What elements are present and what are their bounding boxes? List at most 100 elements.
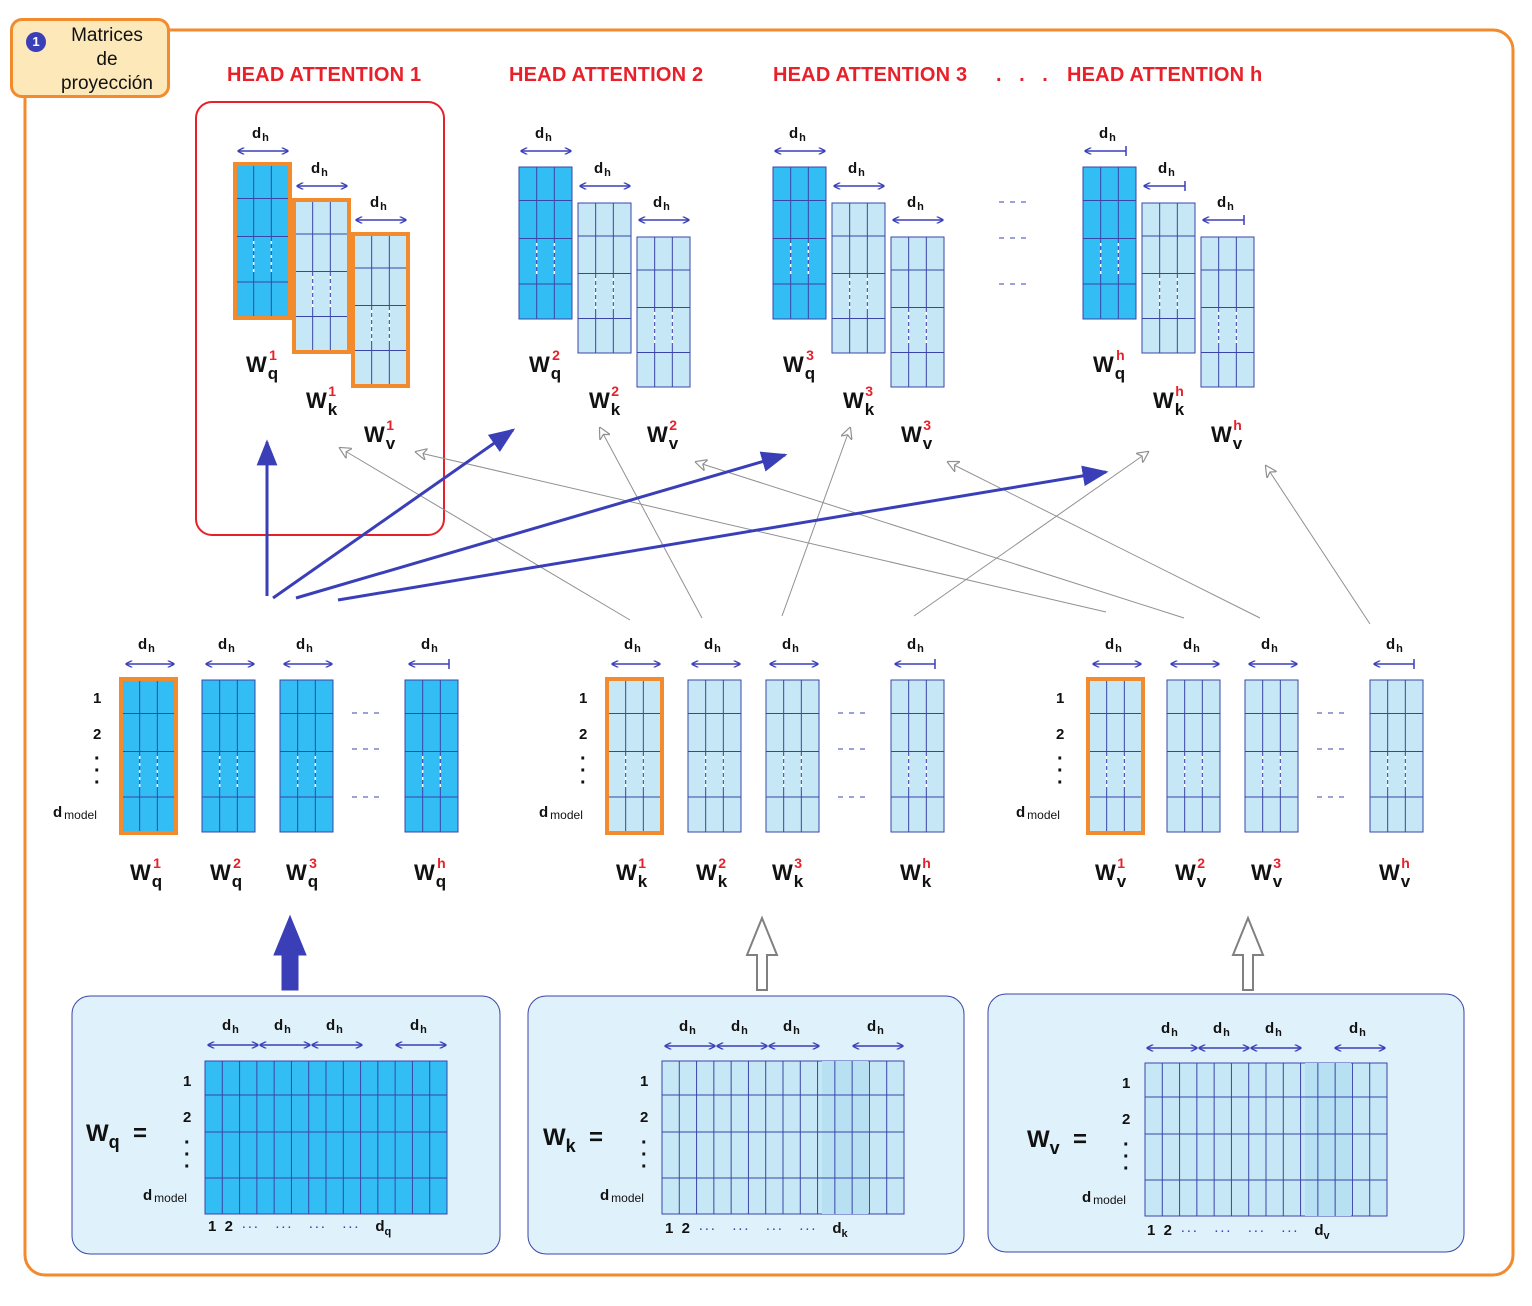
gray-arrows <box>340 428 1371 625</box>
head-1-wk <box>577 202 632 354</box>
gray-arrow-6 <box>948 462 1261 619</box>
split-label-wv-2: Wv3 <box>1251 856 1282 890</box>
head-3-label-wk: Wkh <box>1153 384 1184 418</box>
full-wv-row-1: 1 <box>1122 1075 1131 1092</box>
dh-arrows <box>126 146 1415 1048</box>
head-3-dh-label-k: dh <box>1158 160 1175 179</box>
head-2-label-wk: Wk3 <box>843 384 874 418</box>
full-wv-col-last: d <box>1314 1222 1324 1239</box>
split-k-row-last-sub: model <box>550 808 583 822</box>
head-0-label-wv-sub: v <box>385 434 396 453</box>
full-wq-row-last: d model <box>143 1187 187 1205</box>
split-label-wk-1-base: W <box>696 860 717 885</box>
split-v-dh-label-2-sub: h <box>1271 643 1278 655</box>
split-label-wk-3-base: W <box>900 860 921 885</box>
head-3-dh-label-k-sub: h <box>1168 167 1175 179</box>
head-0-dh-label-k-base: d <box>311 160 321 177</box>
head-1-label-wk-sub: k <box>610 400 621 419</box>
full-wk-col-last-sub: k <box>841 1228 848 1240</box>
split-v-0-highlight <box>1086 677 1145 835</box>
gray-arrow-0 <box>340 448 631 621</box>
full-wq-equation: Wq = <box>86 1120 147 1152</box>
split-label-wk-3-head: h <box>922 855 931 871</box>
split-label-wv-3-sub: v <box>1400 872 1411 891</box>
full-wv-dh-label-0-sub: h <box>1171 1027 1178 1039</box>
full-wq-dh-label-1-sub: h <box>284 1024 291 1036</box>
head-2-label-wq-sub: q <box>804 364 816 383</box>
split-q-dh-label-3-sub: h <box>431 643 438 655</box>
head-0-label-wq-base: W <box>246 352 267 377</box>
split-q-dh-label-2-sub: h <box>306 643 313 655</box>
split-label-wq-1: Wq2 <box>210 856 242 890</box>
gray-arrow-5 <box>696 462 1185 619</box>
full-wq-eq-base: W <box>86 1120 109 1147</box>
full-wq-row-2: 2 <box>183 1109 192 1126</box>
full-wk-row-last: d model <box>600 1187 644 1205</box>
split-label-wq-3: Wqh <box>414 856 446 890</box>
split-v-3 <box>1369 679 1424 833</box>
split-k-row-last: d model <box>539 804 583 822</box>
full-wq-dh-label-3-sub: h <box>420 1024 427 1036</box>
head-2-dh-label-q-sub: h <box>799 132 806 144</box>
split-label-wk-2-sub: k <box>793 872 804 891</box>
split-k-dh-label-0-sub: h <box>634 643 641 655</box>
split-k-3-body <box>890 679 945 833</box>
full-wq-row-last-sub: model <box>154 1191 187 1205</box>
full-wq-col-numbers: 1 2 ··· ··· ··· ··· dq <box>208 1218 391 1238</box>
head-2-dh-label-v-base: d <box>907 194 917 211</box>
full-wv-dh-label-3-sub: h <box>1359 1027 1366 1039</box>
head-3-label-wq-sub: q <box>1114 364 1126 383</box>
split-q-dh-label-2: dh <box>296 636 313 655</box>
blue-arrow-3 <box>337 465 1109 602</box>
head-3-wq-body <box>1082 166 1137 320</box>
head-3-label-wq: Wqh <box>1093 348 1125 382</box>
split-k-1-body <box>687 679 742 833</box>
split-label-wq-3-sub: q <box>435 872 447 891</box>
split-label-wq-3-base: W <box>414 860 435 885</box>
split-q-row-1: 1 <box>93 690 102 707</box>
split-label-wk-0-base: W <box>616 860 637 885</box>
full-wv-col-last-sub: v <box>1323 1230 1330 1242</box>
split-label-wk-2: Wk3 <box>772 856 803 890</box>
full-wk-dh-label-3: dh <box>867 1018 884 1037</box>
blue-arrow-1 <box>272 428 516 600</box>
split-v-dh-label-2: dh <box>1261 636 1278 655</box>
full-wq-col-last: d <box>375 1218 385 1235</box>
head-2-wv <box>890 236 945 388</box>
full-wq-dh-label-1: dh <box>274 1017 291 1036</box>
head-0-dh-label-v: dh <box>370 194 387 213</box>
split-label-wk-1-head: 2 <box>718 855 727 871</box>
head-3-label-wv-base: W <box>1211 422 1232 447</box>
full-wv-dh-label-3: dh <box>1349 1020 1366 1039</box>
split-q-0 <box>119 677 178 835</box>
head-1-label-wq-base: W <box>529 352 550 377</box>
full-wk-dh-label-1: dh <box>731 1018 748 1037</box>
split-k-dh-label-1-base: d <box>704 636 714 653</box>
full-wk-col-last: d <box>832 1220 842 1237</box>
split-label-wq-0: Wq1 <box>130 856 162 890</box>
full-wq-row-last-base: d <box>143 1187 153 1204</box>
split-label-wk-0-sub: k <box>637 872 648 891</box>
head-0-label-wq-sub: q <box>267 364 279 383</box>
full-wv-row-dots: · · · <box>1123 1134 1130 1180</box>
split-label-wk-0: Wk1 <box>616 856 647 890</box>
head-3-label-wk-head: h <box>1175 383 1184 399</box>
split-v-row-dots: · · · <box>1057 748 1064 794</box>
full-wq-dh-label-0: dh <box>222 1017 239 1036</box>
head-2-wq-body <box>772 166 827 320</box>
full-wv-eq-sign: = <box>1059 1126 1088 1153</box>
head-2-dh-label-v: dh <box>907 194 924 213</box>
head1-highlight <box>195 101 445 536</box>
split-k-dh-label-3: dh <box>907 636 924 655</box>
full-wk-dh-label-1-base: d <box>731 1018 741 1035</box>
full-wv-dh-label-0-base: d <box>1161 1020 1171 1037</box>
split-v-row-1: 1 <box>1056 690 1065 707</box>
full-wk-dh-label-0-base: d <box>679 1018 689 1035</box>
head-0-label-wk-base: W <box>306 388 327 413</box>
head-0-dh-label-q-sub: h <box>262 132 269 144</box>
split-k-2-body <box>765 679 820 833</box>
split-q-3-body <box>404 679 459 833</box>
split-label-wv-1-sub: v <box>1196 872 1207 891</box>
split-v-dh-label-1-sub: h <box>1193 643 1200 655</box>
